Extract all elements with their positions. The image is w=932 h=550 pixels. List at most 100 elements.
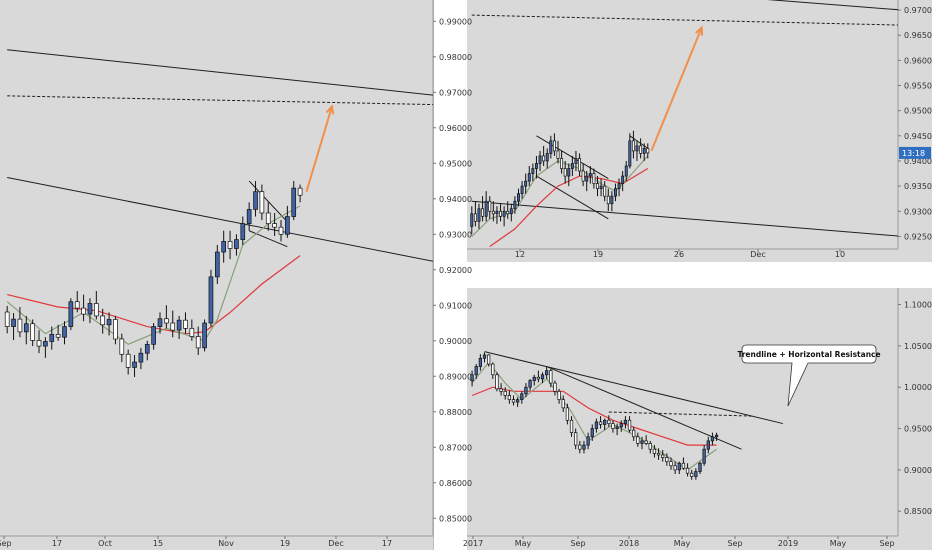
daily-trendline: [248, 230, 288, 248]
hourly-candle: [502, 210, 506, 217]
weekly-candle: [656, 452, 661, 456]
hourly-candle: [567, 168, 571, 177]
weekly-candle: [598, 421, 603, 425]
daily-candle: [221, 241, 227, 253]
weekly-candle: [495, 374, 499, 390]
daily-candle: [253, 191, 258, 210]
hourly-candle: [603, 185, 607, 197]
callout-text: Trendline + Horizontal Resistance: [737, 350, 880, 359]
weekly-candle: [482, 354, 487, 359]
weekly-trendline: [546, 366, 742, 450]
daily-horizontal-resistance: [7, 95, 433, 106]
weekly-candle: [694, 471, 698, 477]
hourly-x-tick-label: 19: [593, 250, 603, 259]
daily-candle: [62, 326, 67, 338]
weekly-y-tick-label: 0.90000: [904, 466, 932, 475]
daily-candle: [297, 187, 303, 196]
weekly-candle: [520, 393, 524, 400]
daily-y-tick-label: 0.99000: [439, 17, 472, 26]
weekly-candle: [685, 467, 690, 474]
weekly-candle: [590, 428, 594, 438]
hourly-candle: [473, 213, 477, 222]
hourly-x-tick-label: 26: [674, 250, 684, 259]
hourly-candle: [635, 145, 639, 152]
hourly-candle: [592, 173, 596, 184]
daily-candle: [259, 191, 265, 214]
weekly-panel: [467, 288, 932, 550]
hourly-candle: [513, 200, 517, 210]
daily-candle: [285, 216, 290, 235]
weekly-candle: [710, 436, 715, 442]
hourly-candle: [642, 148, 646, 154]
weekly-candle: [677, 462, 681, 471]
hourly-candle: [617, 183, 621, 189]
hourly-candle: [581, 170, 585, 182]
hourly-candle: [509, 208, 513, 215]
weekly-candle: [652, 448, 657, 454]
hourly-candle: [639, 145, 643, 154]
hourly-candle: [563, 168, 567, 177]
daily-candle: [68, 301, 74, 327]
daily-candle: [4, 311, 10, 327]
weekly-candle: [499, 388, 503, 392]
hourly-candle: [578, 158, 582, 172]
hourly-projection-arrow-head: [695, 25, 704, 36]
hourly-candle: [534, 163, 538, 169]
hourly-candle: [520, 185, 524, 195]
weekly-candle: [540, 374, 545, 380]
weekly-candle: [615, 426, 619, 429]
hourly-candle: [556, 150, 560, 159]
hourly-candle: [545, 153, 549, 162]
hourly-trendline: [629, 135, 649, 149]
daily-candle: [291, 187, 297, 217]
weekly-candle: [478, 357, 482, 367]
daily-candle: [157, 318, 163, 327]
hourly-candle: [574, 158, 578, 164]
hourly-candle: [527, 173, 531, 182]
weekly-x-tick-label: 2017: [463, 539, 483, 548]
weekly-candle: [491, 363, 495, 376]
weekly-candle: [578, 444, 582, 450]
weekly-x-tick-label: Sep: [570, 539, 585, 548]
weekly-candle: [549, 370, 553, 384]
hourly-y-tick-label: 0.94000: [904, 157, 932, 166]
daily-candle: [138, 352, 144, 363]
weekly-candle: [636, 436, 640, 444]
daily-x-tick-label: 15: [153, 539, 163, 548]
hourly-x-tick-label: 10: [835, 250, 845, 259]
weekly-x-tick-label: Sep: [879, 539, 894, 548]
hourly-candle: [599, 185, 603, 189]
hourly-x-tick-label: Dec: [750, 250, 765, 259]
daily-x-tick-label: 19: [280, 539, 290, 548]
hourly-plot-area: [470, 0, 898, 247]
daily-y-tick-label: 0.90000: [439, 337, 472, 346]
hourly-y-tick-label: 0.96000: [904, 56, 932, 65]
daily-candle: [36, 340, 42, 347]
weekly-candle: [702, 448, 706, 464]
hourly-candle: [531, 168, 535, 174]
weekly-candle: [706, 440, 710, 450]
weekly-plot-area: [470, 351, 784, 480]
daily-candle: [183, 319, 188, 329]
daily-candle: [278, 226, 284, 235]
hourly-candle: [588, 173, 592, 177]
hourly-y-tick-label: 0.97000: [904, 6, 932, 15]
weekly-candle: [536, 376, 541, 380]
daily-candle: [234, 239, 239, 249]
callout-pointer: [787, 362, 809, 407]
hourly-candle: [495, 210, 499, 215]
weekly-candle: [673, 465, 677, 471]
daily-candle: [23, 323, 29, 333]
weekly-x-tick-label: May: [515, 539, 532, 548]
weekly-x-tick-label: May: [830, 539, 847, 548]
daily-trendline: [7, 176, 433, 262]
weekly-x-tick-label: May: [674, 539, 691, 548]
daily-trendline: [7, 49, 433, 96]
weekly-candle: [557, 390, 561, 400]
